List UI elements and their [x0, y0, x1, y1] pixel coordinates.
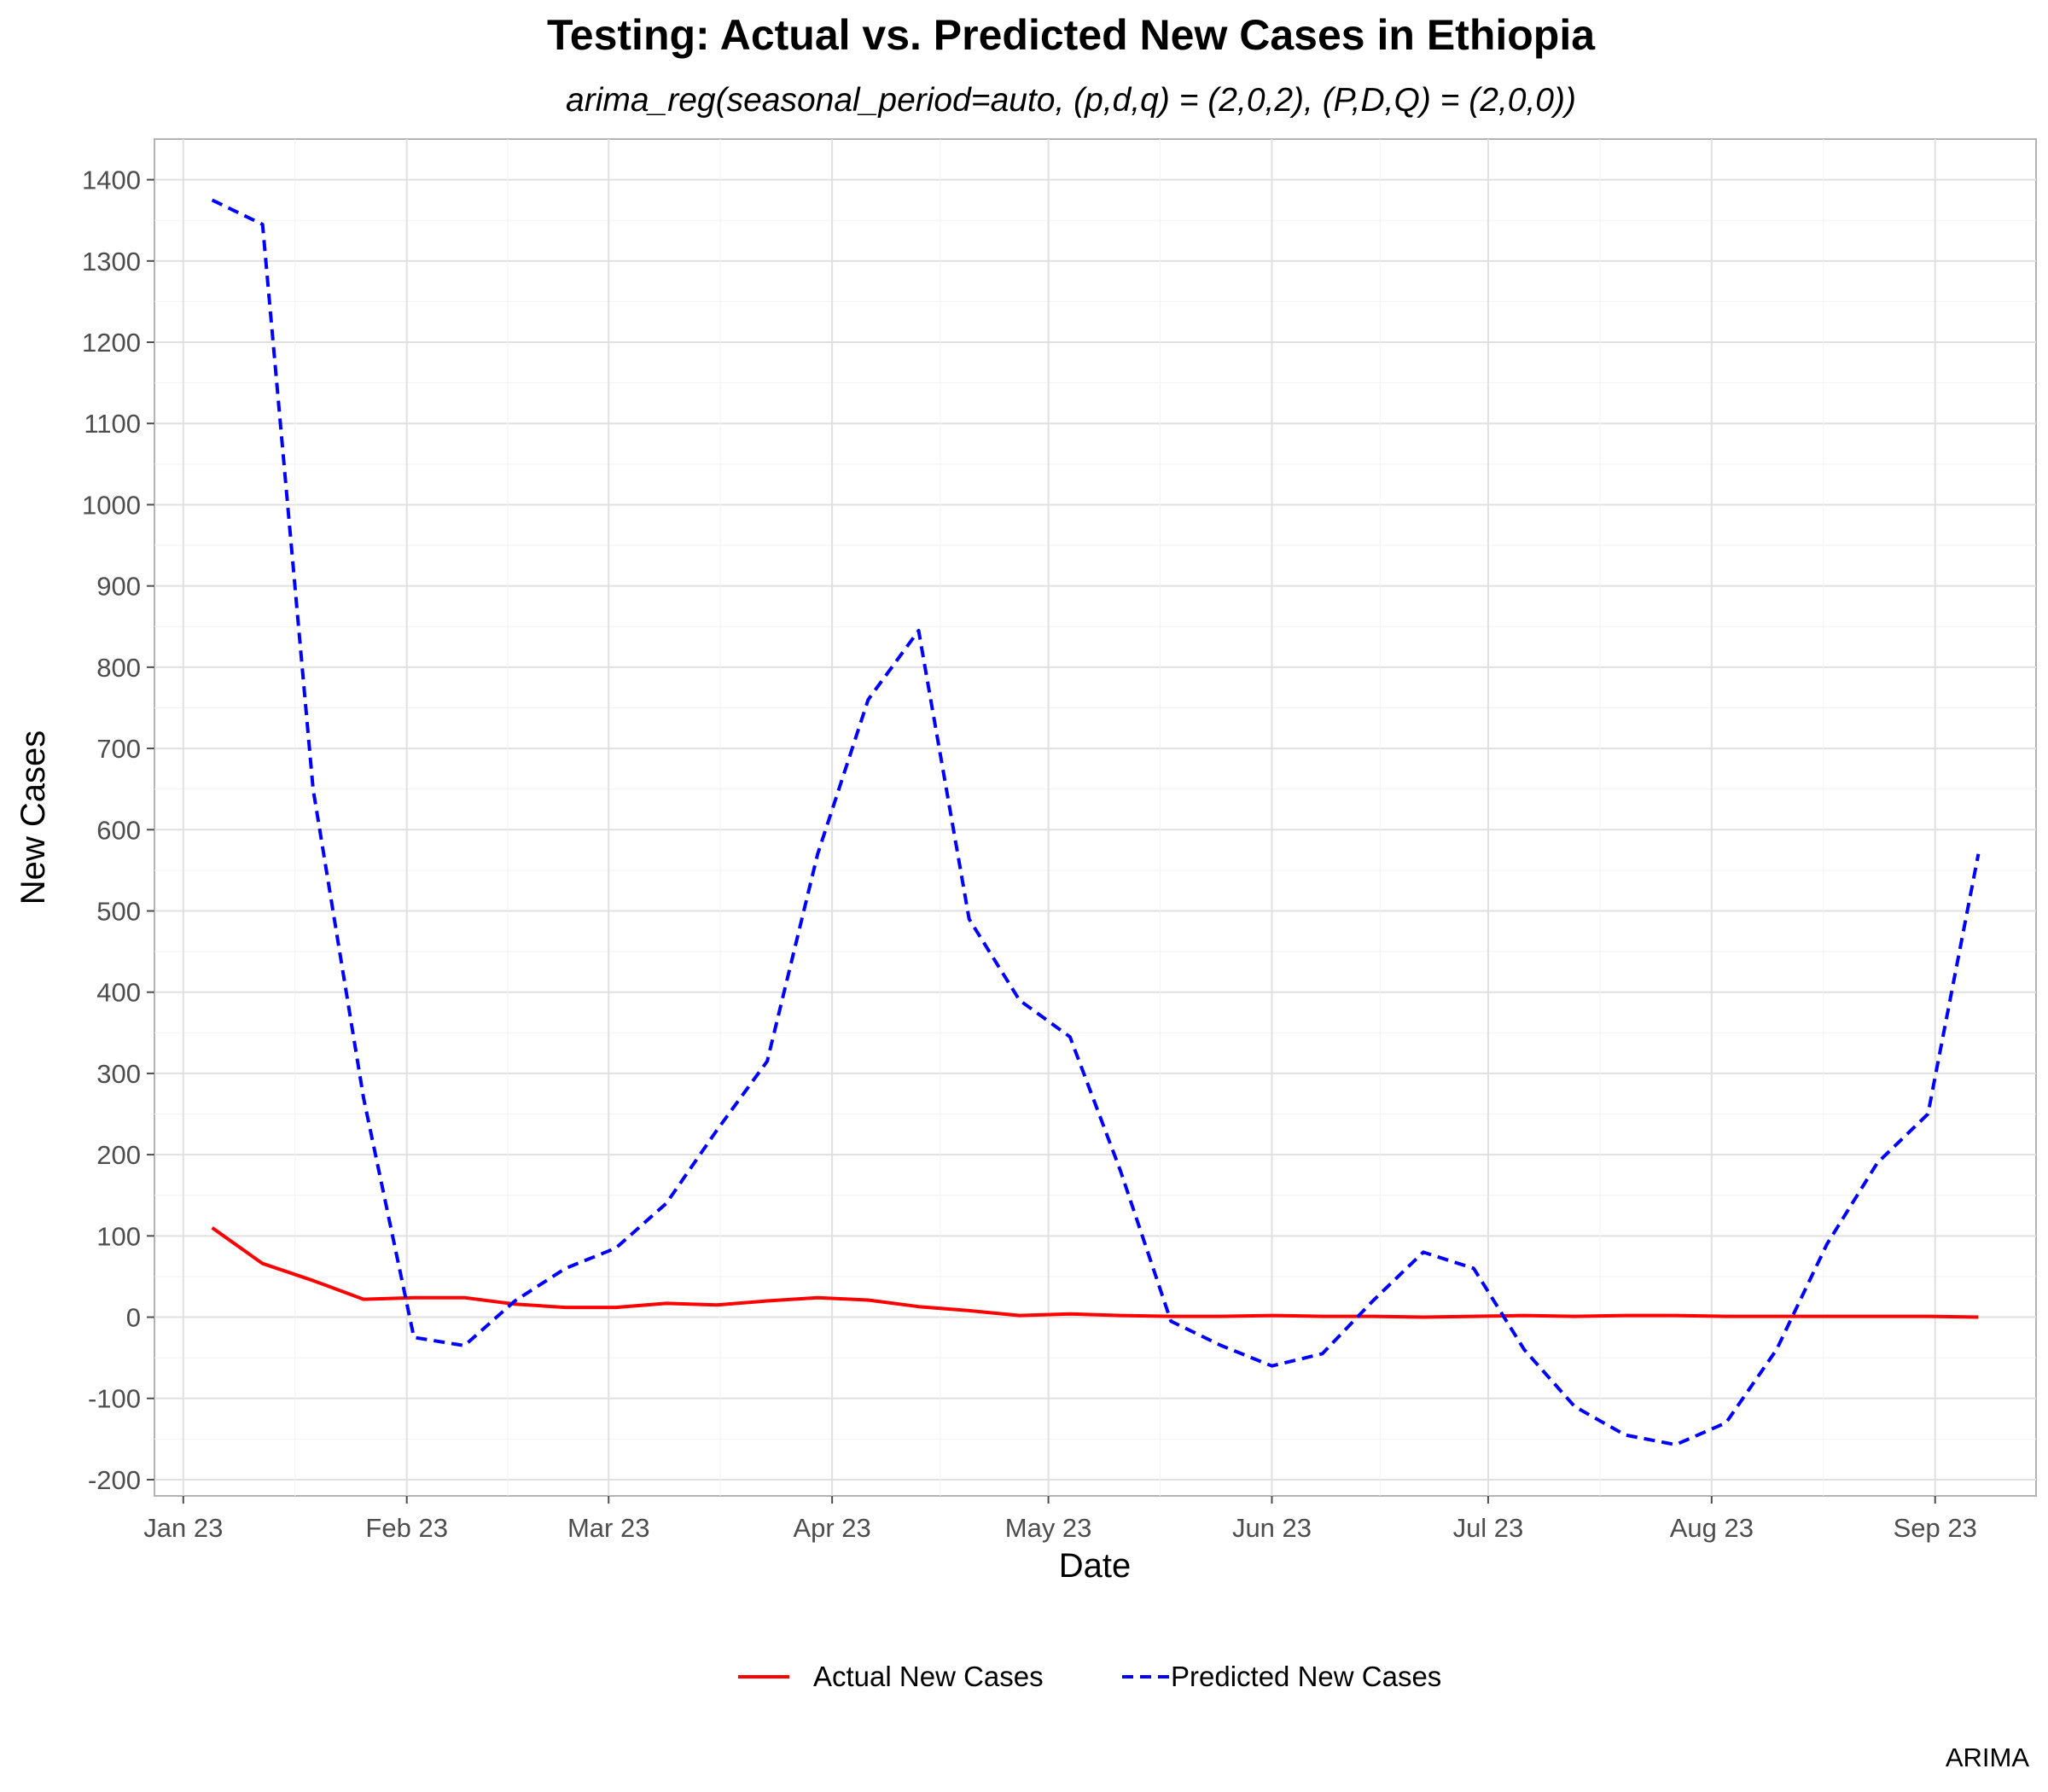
y-tick-label: 600 [96, 815, 141, 845]
x-tick-label: May 23 [1005, 1513, 1092, 1543]
y-tick-label: 1200 [82, 328, 141, 358]
x-tick-label: Apr 23 [793, 1513, 870, 1543]
series-line-predicted [211, 198, 1981, 1446]
y-tick-label: 200 [96, 1140, 141, 1170]
y-tick-label: -100 [88, 1384, 141, 1414]
y-tick-label: 1000 [82, 490, 141, 520]
y-tick-label: 1100 [84, 409, 141, 439]
legend: Actual New Cases Predicted New Cases [738, 1661, 1441, 1692]
x-tick-label: Aug 23 [1670, 1513, 1754, 1543]
series-line-actual [211, 1226, 1979, 1319]
y-axis: -200 -100 0 100 200 300 400 500 600 700 800 900 1000… [82, 166, 154, 1495]
plot-panel [154, 138, 2037, 1497]
y-tick-label: 100 [96, 1221, 141, 1251]
chart-title: Testing: Actual vs. Predicted New Cases … [547, 11, 1596, 59]
y-tick-label: 1300 [82, 247, 141, 276]
legend-label-actual: Actual New Cases [813, 1661, 1044, 1692]
x-tick-label: Jan 23 [143, 1513, 223, 1543]
x-axis-title: Date [1059, 1547, 1132, 1585]
y-tick-label: 900 [96, 572, 141, 602]
grid [154, 139, 2036, 1496]
chart-subtitle: arima_reg(seasonal_period=auto, (p,d,q) … [566, 82, 1576, 119]
y-tick-label: 800 [96, 653, 141, 683]
series-layer [211, 198, 1981, 1446]
y-tick-label: -200 [88, 1465, 141, 1495]
y-tick-label: 700 [96, 734, 141, 764]
x-tick-label: Jun 23 [1232, 1513, 1312, 1543]
x-tick-label: Feb 23 [365, 1513, 448, 1543]
chart-caption: ARIMA [1946, 1743, 2030, 1772]
y-tick-label: 300 [96, 1059, 141, 1089]
y-tick-label: 0 [126, 1303, 141, 1333]
x-tick-label: Sep 23 [1894, 1513, 1977, 1543]
x-tick-label: Mar 23 [567, 1513, 649, 1543]
legend-label-predicted: Predicted New Cases [1171, 1661, 1441, 1692]
x-tick-label: Jul 23 [1453, 1513, 1524, 1543]
y-tick-label: 500 [96, 896, 141, 926]
y-axis-title: New Cases [15, 730, 52, 905]
x-axis: Jan 23 Feb 23 Mar 23 Apr 23 May 23 Jun 23 Jul … [143, 1496, 1977, 1543]
y-tick-label: 400 [96, 978, 141, 1008]
y-tick-label: 1400 [82, 166, 141, 195]
